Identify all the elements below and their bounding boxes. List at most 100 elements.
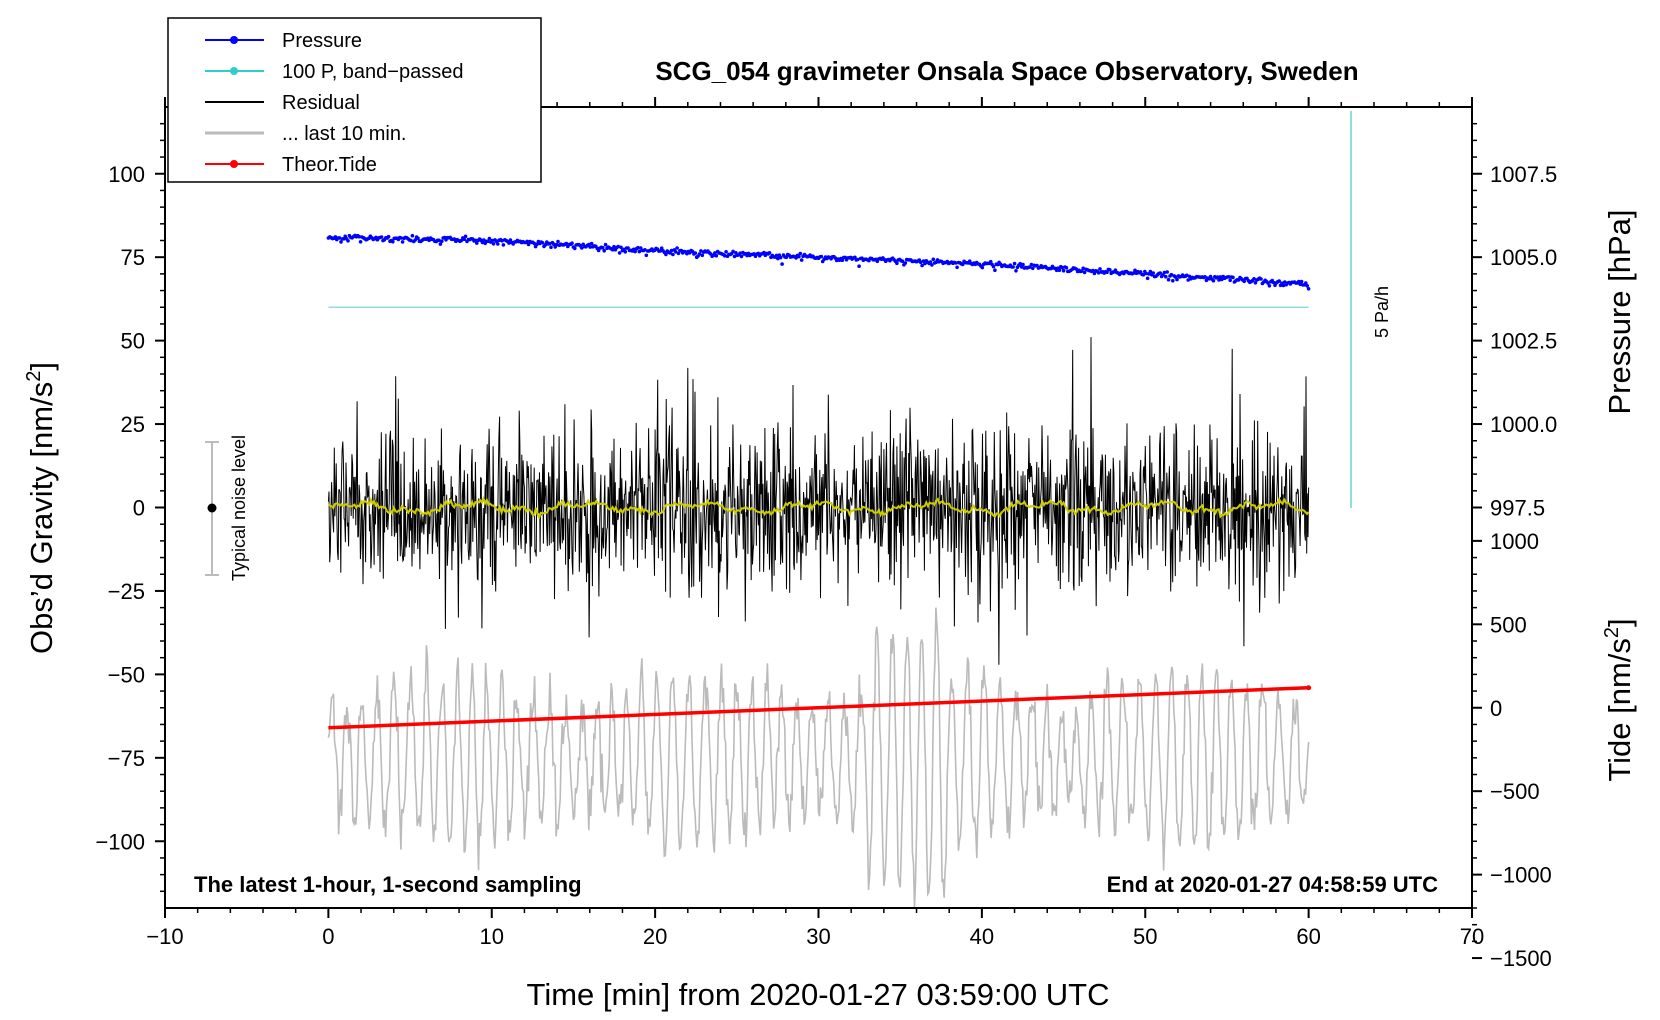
pressure-point [386, 234, 391, 239]
pressure-point [337, 236, 342, 240]
pressure-point [580, 246, 584, 250]
pressure-point [732, 254, 737, 259]
pressure-point [573, 246, 577, 251]
pressure-point [774, 253, 779, 258]
series-pressure [326, 233, 1311, 291]
pressure-point [960, 262, 965, 267]
annotation-bottom-left: The latest 1-hour, 1-second sampling [194, 872, 582, 897]
pressure-point [953, 261, 958, 265]
x-tick-label: −10 [146, 924, 183, 949]
pressure-point [1227, 275, 1231, 279]
theor-tide-line [328, 685, 1309, 730]
pressure-point [1151, 271, 1155, 275]
pressure-point [1064, 265, 1069, 270]
x-axis-label: Time [min] from 2020-01-27 03:59:00 UTC [527, 977, 1110, 1012]
pressure-point [673, 250, 678, 254]
pressure-point [1259, 277, 1263, 281]
pressure-point [676, 251, 681, 256]
theor-tide-end-point [1306, 685, 1312, 691]
pressure-point [731, 249, 735, 254]
pressure-point [1271, 280, 1276, 285]
legend-swatch-marker [230, 36, 238, 44]
y-tick-label: 50 [121, 329, 145, 354]
y-axis-tide: 1000 500 0 −500 −1000 −1500 [1472, 529, 1552, 971]
pressure-point [400, 240, 405, 244]
pressure-point [767, 251, 772, 255]
pressure-point [564, 241, 569, 246]
pressure-point [920, 263, 924, 268]
legend-swatch-marker [230, 67, 238, 75]
pressure-point [658, 249, 663, 253]
pressure-point [1267, 284, 1272, 288]
pressure-point [1105, 270, 1109, 275]
pressure-point [1220, 277, 1224, 282]
legend-entry: ... last 10 min. [205, 123, 407, 145]
pressure-point [1061, 268, 1066, 273]
pressure-point [855, 257, 860, 262]
series-theor-tide [328, 685, 1312, 730]
pressure-point [1148, 269, 1153, 274]
series-residual-smoothed [327, 495, 1310, 521]
chart-title: SCG_054 gravimeter Onsala Space Observat… [655, 56, 1358, 86]
pressure-point [1277, 279, 1281, 283]
pressure-point [895, 261, 899, 266]
pressure-point [1165, 270, 1169, 274]
legend-label: 100 P, band−passed [282, 61, 463, 83]
legend-box [167, 17, 542, 183]
pressure-point [617, 251, 622, 255]
pressure-rate-indicator: 5 Pa/h [1350, 111, 1392, 508]
pressure-point [903, 261, 908, 265]
series-last-10-min [327, 607, 1310, 909]
pressure-point [675, 246, 679, 250]
pressure-point [819, 254, 824, 259]
pressure-point [637, 249, 642, 254]
pressure-point [776, 256, 780, 261]
pressure-point [1253, 281, 1258, 285]
pressure-point [636, 245, 640, 250]
pressure-point [1186, 278, 1190, 282]
annotation-bottom-right: End at 2020-01-27 04:58:59 UTC [1107, 872, 1438, 897]
pressure-point [980, 265, 985, 270]
pressure-tick-label: 1000.0 [1490, 412, 1557, 437]
pressure-point [713, 251, 717, 255]
pressure-rate-label: 5 Pa/h [1372, 286, 1392, 338]
legend-entry: Pressure [205, 30, 362, 52]
pressure-point [556, 239, 560, 244]
pressure-point [722, 253, 727, 258]
pressure-point [379, 235, 384, 239]
pressure-point [357, 234, 362, 239]
pressure-point [1228, 278, 1232, 283]
noise-level-indicator: Typical noise level [205, 435, 249, 581]
pressure-point [588, 245, 592, 249]
pressure-point [714, 253, 719, 258]
pressure-point [1133, 268, 1137, 273]
legend-label: Residual [282, 92, 360, 114]
pressure-point [602, 249, 606, 253]
pressure-point [526, 242, 531, 247]
pressure-point [547, 241, 552, 246]
pressure-point [333, 235, 338, 239]
pressure-point [491, 242, 496, 246]
series-residual [327, 337, 1310, 665]
pressure-point [358, 240, 363, 244]
pressure-point [1018, 261, 1022, 266]
pressure-point [993, 268, 997, 273]
pressure-tick-label: 997.5 [1490, 496, 1545, 521]
y-axis-left: 100 75 50 25 0 −25 −50 −75 −100 [95, 122, 165, 893]
pressure-point [955, 265, 959, 270]
pressure-point [410, 233, 415, 238]
pressure-point [918, 260, 923, 265]
pressure-point [778, 255, 783, 260]
x-axis: −10 0 10 20 30 40 50 60 70 [146, 97, 1484, 949]
pressure-point [1029, 262, 1034, 267]
pressure-point [501, 243, 506, 247]
pressure-point [724, 250, 728, 254]
pressure-point [1011, 265, 1015, 269]
pressure-point [931, 257, 936, 262]
pressure-point [601, 245, 605, 250]
pressure-point [1175, 277, 1179, 282]
pressure-point [664, 252, 668, 257]
pressure-point [416, 236, 420, 241]
legend-label: Theor.Tide [282, 154, 377, 176]
tide-tick-label: −1000 [1490, 863, 1552, 888]
